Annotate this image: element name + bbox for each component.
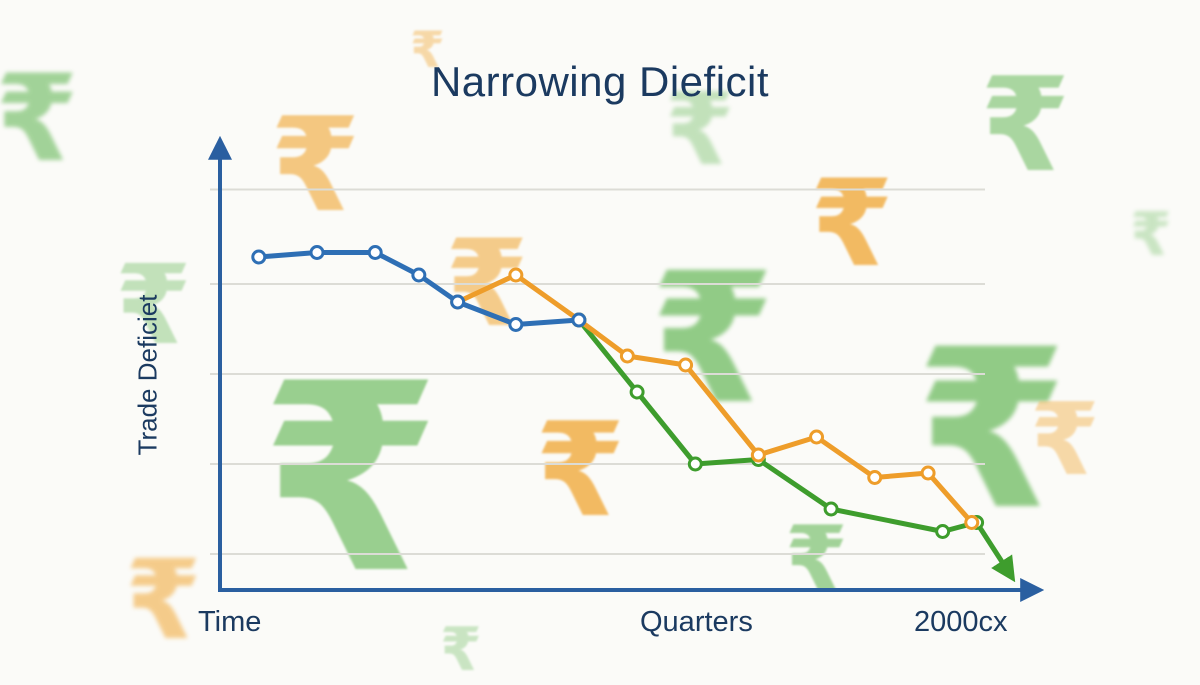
data-point (619, 348, 635, 364)
data-point (964, 515, 980, 530)
data-point (920, 465, 936, 481)
data-point (571, 312, 587, 328)
y-axis-label: Trade Deficiet (132, 294, 163, 456)
data-point (251, 249, 267, 265)
data-point (823, 501, 839, 517)
data-point (809, 429, 825, 445)
x-tick-label-end: 2000cx (914, 606, 1008, 638)
data-point (508, 317, 524, 332)
x-axis-label: Quarters (640, 606, 753, 638)
chart-title: Narrowing Dieficit (430, 58, 770, 105)
data-point (450, 294, 466, 310)
data-point (367, 245, 383, 260)
data-point (411, 267, 427, 283)
series-line (450, 267, 980, 530)
data-point (629, 384, 645, 400)
data-point (508, 267, 524, 283)
series-line (571, 312, 1016, 583)
data-point (678, 357, 694, 373)
data-point (687, 456, 703, 472)
series-path (455, 272, 975, 525)
data-point (867, 470, 883, 485)
data-point (309, 245, 325, 260)
series-line (251, 245, 587, 332)
data-point (935, 524, 951, 539)
x-tick-label-start: Time (198, 606, 262, 638)
data-point (750, 447, 766, 463)
